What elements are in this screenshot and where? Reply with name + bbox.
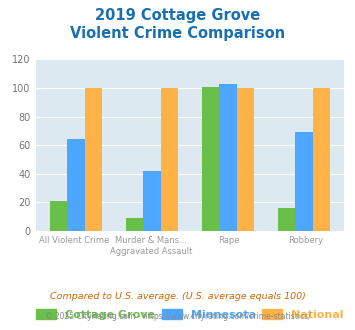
Text: Compared to U.S. average. (U.S. average equals 100): Compared to U.S. average. (U.S. average … [50,292,305,301]
Text: 2019 Cottage Grove: 2019 Cottage Grove [95,8,260,23]
Bar [143,171,160,231]
Bar [67,140,84,231]
Bar [126,218,143,231]
Bar [313,88,330,231]
Bar [84,88,102,231]
Text: Murder & Mans...: Murder & Mans... [115,236,187,245]
Text: Violent Crime Comparison: Violent Crime Comparison [70,26,285,41]
Bar [160,88,178,231]
Bar [202,86,219,231]
Text: Robbery: Robbery [288,236,323,245]
Bar [278,208,295,231]
Bar [219,84,237,231]
Bar [50,201,67,231]
Legend: Cottage Grove, Minnesota, National: Cottage Grove, Minnesota, National [36,309,344,320]
Bar [295,132,313,231]
Text: Aggravated Assault: Aggravated Assault [110,248,192,256]
Text: Rape: Rape [218,236,239,245]
Bar [237,88,254,231]
Text: All Violent Crime: All Violent Crime [39,236,109,245]
Text: © 2025 CityRating.com - https://www.cityrating.com/crime-statistics/: © 2025 CityRating.com - https://www.city… [45,312,310,321]
